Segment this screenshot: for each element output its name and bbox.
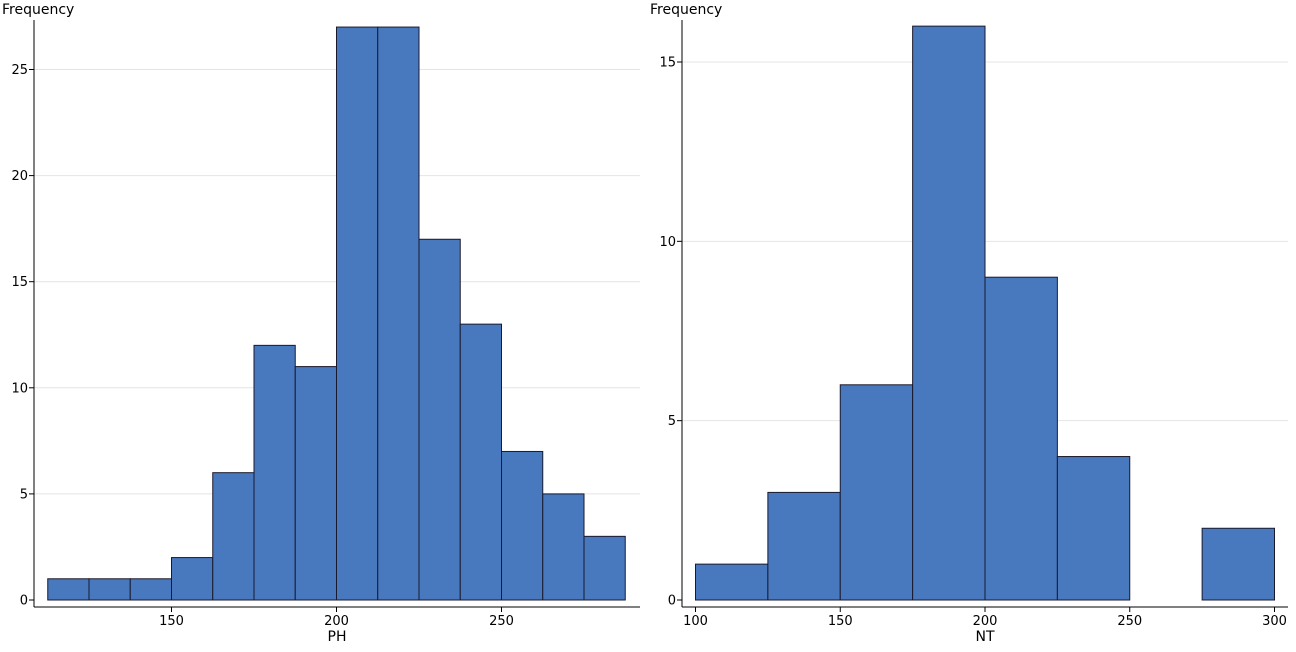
x-tick-label: 250: [489, 614, 514, 629]
y-tick-label: 5: [20, 487, 28, 502]
histogram-bar: [542, 493, 585, 601]
y-tick-label: 15: [11, 275, 28, 290]
y-tick-label: 0: [20, 594, 28, 609]
x-axis-label: NT: [975, 629, 994, 645]
x-tick-label: 200: [973, 614, 998, 629]
histogram-bar: [47, 578, 90, 601]
histogram-bar: [212, 472, 255, 601]
y-tick-label: 5: [668, 414, 676, 429]
histogram-bar: [129, 578, 172, 601]
histogram-bar: [253, 344, 296, 601]
y-tick-label: 10: [11, 381, 28, 396]
histogram-bar: [377, 26, 420, 601]
x-tick-label: 300: [1262, 614, 1287, 629]
histogram-bar: [1201, 527, 1275, 601]
y-ticks: 0 5 10 15 20 25: [11, 63, 34, 609]
x-ticks: 150 200 250: [159, 607, 514, 629]
histogram-bar: [695, 563, 769, 601]
histogram-bar: [336, 26, 379, 601]
x-tick-label: 150: [828, 614, 853, 629]
x-tick-label: 250: [1117, 614, 1142, 629]
y-tick-label: 25: [11, 63, 28, 78]
y-tick-label: 0: [668, 594, 676, 609]
histogram-bar: [984, 276, 1058, 601]
histogram-bar: [501, 450, 544, 601]
y-axis-label: Frequency: [2, 2, 74, 18]
bars: [695, 25, 1275, 601]
histogram-bar: [294, 366, 337, 601]
histogram-bar: [767, 491, 841, 601]
bars: [47, 26, 626, 601]
y-ticks: 0 5 10 15: [659, 56, 682, 609]
histogram-bar: [1056, 456, 1131, 601]
histogram-bar: [839, 384, 914, 601]
x-ticks: 100 150 200 250 300: [683, 607, 1287, 629]
x-axis-label: PH: [328, 629, 347, 645]
histogram-bar: [912, 25, 986, 601]
y-tick-label: 15: [659, 56, 676, 71]
x-tick-label: 150: [159, 614, 184, 629]
histogram-panel-nt: Frequency NT 0 5 10 15 100 150 200 250 300: [650, 2, 1288, 645]
histogram-bar: [88, 578, 131, 601]
y-tick-label: 10: [659, 235, 676, 250]
histogram-bar: [459, 323, 502, 601]
histogram-panel-ph: Frequency PH 0 5 10 15 20 25 150 200 250: [2, 2, 640, 645]
histogram-bar: [418, 238, 461, 601]
y-tick-label: 20: [11, 169, 28, 184]
histogram-bar: [583, 535, 626, 601]
histogram-bar: [171, 557, 214, 601]
x-tick-label: 200: [324, 614, 349, 629]
y-axis-label: Frequency: [650, 2, 722, 18]
x-tick-label: 100: [683, 614, 708, 629]
